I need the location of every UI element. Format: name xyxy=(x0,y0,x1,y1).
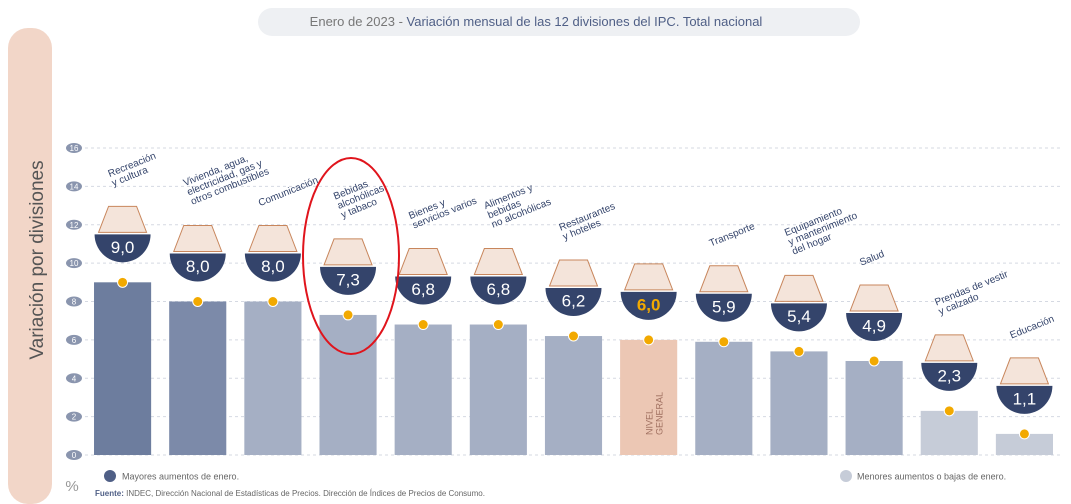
category-label: Prendas de vestiry calzado xyxy=(933,268,1014,317)
value-dot xyxy=(418,320,428,330)
icon-placeholder xyxy=(925,335,973,361)
chart: Enero de 2023 - Variación mensual de las… xyxy=(0,0,1071,504)
value-dot xyxy=(343,310,353,320)
category-label: Educación xyxy=(1008,313,1055,341)
y-axis-title: Variación por divisiones xyxy=(27,160,48,359)
bar xyxy=(770,351,827,455)
category-label: Salud xyxy=(858,248,886,268)
value-dot xyxy=(268,297,278,307)
icon-placeholder xyxy=(850,285,898,311)
bar xyxy=(319,315,376,455)
value-dot xyxy=(493,320,503,330)
value-label: 9,0 xyxy=(111,238,135,257)
y-tick-label: 10 xyxy=(70,259,79,268)
bar xyxy=(695,342,752,455)
value-label: 6,8 xyxy=(411,280,435,299)
bar xyxy=(244,302,301,456)
bar xyxy=(921,411,978,455)
icon-placeholder xyxy=(700,266,748,292)
category-label: Equipamientoy mantenimientodel hogar xyxy=(783,201,863,257)
value-dot xyxy=(569,331,579,341)
icon-placeholder xyxy=(99,206,147,232)
chart-title: Enero de 2023 - Variación mensual de las… xyxy=(310,14,763,29)
bar xyxy=(470,325,527,455)
icon-placeholder xyxy=(775,275,823,301)
y-tick-label: 6 xyxy=(72,336,77,345)
value-dot xyxy=(719,337,729,347)
title-main: Variación mensual de las 12 divisiones d… xyxy=(407,14,763,29)
label-line: Salud xyxy=(858,248,886,268)
y-tick-label: 12 xyxy=(70,221,79,230)
label-line: NIVEL xyxy=(645,409,655,435)
value-label: 8,0 xyxy=(186,257,210,276)
icon-placeholder xyxy=(249,226,297,252)
value-label: 6,2 xyxy=(562,292,586,311)
icon-placeholder xyxy=(625,264,673,290)
value-label: 7,3 xyxy=(336,270,360,289)
unit-label: % xyxy=(65,478,78,495)
bar xyxy=(169,302,226,456)
icon-placeholder xyxy=(1000,358,1048,384)
value-label: 8,0 xyxy=(261,257,285,276)
icon-placeholder xyxy=(399,249,447,275)
bar xyxy=(545,336,602,455)
icon-placeholder xyxy=(550,260,598,286)
source-text: INDEC, Dirección Nacional de Estadística… xyxy=(126,489,485,498)
value-dot xyxy=(794,346,804,356)
bar xyxy=(620,340,677,455)
value-dot xyxy=(118,277,128,287)
y-tick-label: 4 xyxy=(72,374,77,383)
category-label: Restaurantesy hoteles xyxy=(557,201,620,243)
bar xyxy=(395,325,452,455)
value-label: 6,8 xyxy=(487,280,511,299)
value-dot xyxy=(869,356,879,366)
value-dot xyxy=(944,406,954,416)
y-tick-label: 16 xyxy=(70,144,79,153)
legend-label: Mayores aumentos de enero. xyxy=(122,471,239,481)
value-dot xyxy=(1019,429,1029,439)
value-dot xyxy=(193,297,203,307)
value-label: 5,4 xyxy=(787,307,811,326)
icon-placeholder xyxy=(324,239,372,265)
label-line: GENERAL xyxy=(655,392,665,435)
source-label: Fuente: xyxy=(95,489,124,498)
value-label: 4,9 xyxy=(862,316,886,335)
bar xyxy=(94,282,151,455)
y-tick-label: 14 xyxy=(70,182,79,191)
legend-marker xyxy=(840,470,852,482)
label-line: Educación xyxy=(1008,313,1055,341)
legend-marker xyxy=(104,470,116,482)
source: Fuente: INDEC, Dirección Nacional de Est… xyxy=(95,489,485,498)
legend-label: Menores aumentos o bajas de enero. xyxy=(857,471,1006,481)
icon-placeholder xyxy=(174,226,222,252)
value-label: 5,9 xyxy=(712,297,736,316)
title-prefix: Enero de 2023 - xyxy=(310,14,403,29)
value-label: 6,0 xyxy=(637,295,661,314)
category-label: Bienes yservicios varios xyxy=(407,186,478,231)
value-dot xyxy=(644,335,654,345)
y-tick-label: 0 xyxy=(72,451,77,460)
y-tick-label: 8 xyxy=(72,298,77,307)
category-label: Recreacióny cultura xyxy=(107,150,162,188)
bar xyxy=(846,361,903,455)
value-label: 1,1 xyxy=(1013,389,1037,408)
value-label: 2,3 xyxy=(937,366,961,385)
y-tick-label: 2 xyxy=(72,413,77,422)
plot: 02468101214169,0Recreacióny cultura8,0Vi… xyxy=(66,143,1062,460)
category-label: Alimentos ybebidasno alcohólicas xyxy=(482,178,552,230)
icon-placeholder xyxy=(474,249,522,275)
